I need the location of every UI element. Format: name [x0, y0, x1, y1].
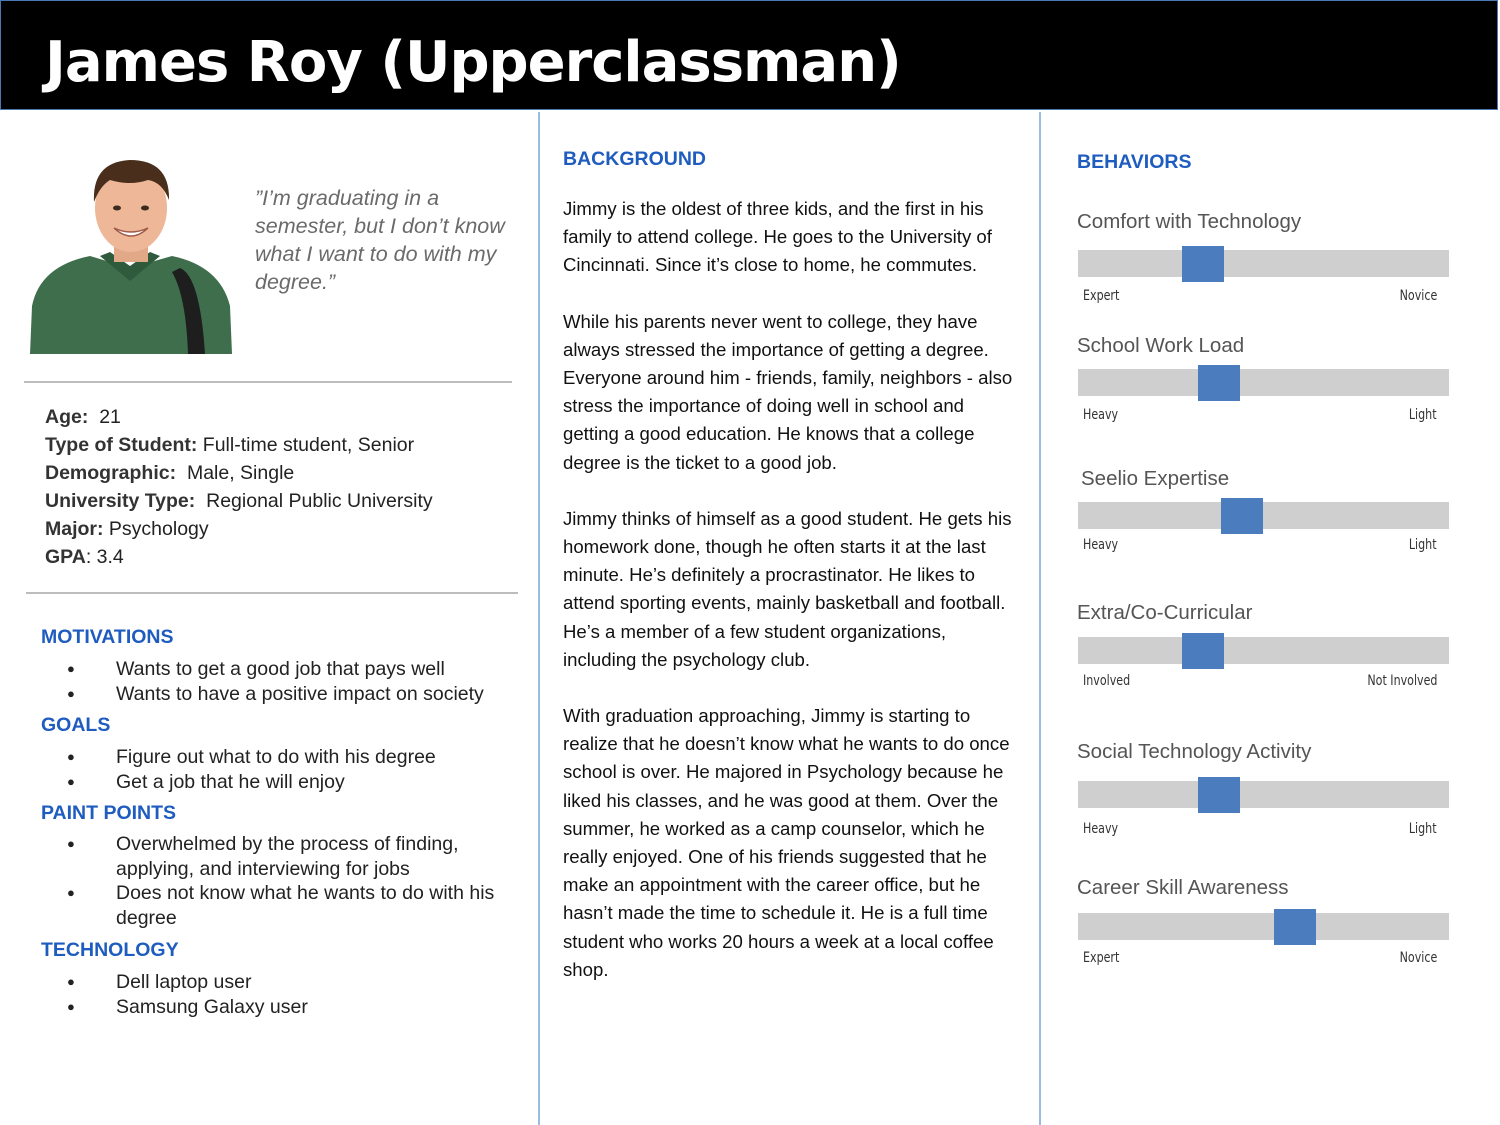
behavior-scale-track — [1078, 498, 1449, 534]
behavior-scale-marker — [1182, 633, 1224, 669]
goals-title: GOALS — [41, 714, 111, 736]
technology-list: Dell laptop user Samsung Galaxy user — [41, 970, 531, 1019]
behavior-label: Social Technology Activity — [1077, 740, 1312, 763]
list-item: Wants to get a good job that pays well — [41, 657, 531, 682]
list-item: Dell laptop user — [41, 970, 531, 995]
page-header: James Roy (Upperclassman) — [0, 0, 1498, 110]
background-paragraph: While his parents never went to college,… — [563, 310, 1013, 473]
list-item: Overwhelmed by the process of finding, a… — [41, 832, 511, 881]
list-item: Does not know what he wants to do with h… — [41, 881, 511, 930]
goals-list: Figure out what to do with his degree Ge… — [41, 745, 531, 794]
fact-gpa: GPA: 3.4 — [45, 546, 124, 568]
behavior-scale-left-label: Expert — [1083, 950, 1120, 966]
behaviors-title: BEHAVIORS — [1077, 151, 1192, 173]
behavior-label: School Work Load — [1077, 334, 1245, 357]
list-item: Get a job that he will enjoy — [41, 770, 531, 795]
behavior-label: Extra/Co-Curricular — [1077, 601, 1253, 624]
fact-major: Major: Psychology — [45, 518, 209, 540]
list-item: Figure out what to do with his degree — [41, 745, 531, 770]
behavior-scale-right-label: Novice — [1399, 950, 1437, 966]
background-paragraph: With graduation approaching, Jimmy is st… — [563, 705, 1010, 980]
behavior-scale-left-label: Expert — [1083, 288, 1120, 304]
behavior-scale-track — [1078, 633, 1449, 669]
behavior-label: Career Skill Awareness — [1077, 876, 1289, 899]
behavior-scale-marker — [1182, 246, 1224, 282]
pain-points-title: PAINT POINTS — [41, 802, 177, 824]
behavior-scale-right-label: Novice — [1399, 288, 1437, 304]
behavior-scale-marker — [1274, 909, 1316, 945]
background-paragraph: Jimmy thinks of himself as a good studen… — [563, 507, 1012, 670]
behavior-scale-left-label: Heavy — [1083, 537, 1119, 553]
divider — [26, 592, 518, 594]
background-title: BACKGROUND — [563, 148, 706, 170]
divider — [24, 381, 512, 383]
fact-demographic: Demographic: Male, Single — [45, 462, 295, 484]
fact-university-type: University Type: Regional Public Univers… — [45, 490, 433, 512]
behavior-scale-right-label: Light — [1409, 537, 1437, 553]
list-item: Samsung Galaxy user — [41, 995, 531, 1020]
behavior-scale-track — [1078, 909, 1449, 945]
behavior-scale-marker — [1198, 365, 1240, 401]
list-item: Wants to have a positive impact on socie… — [41, 682, 531, 707]
background-paragraph: Jimmy is the oldest of three kids, and t… — [563, 198, 992, 276]
column-divider-right — [1039, 112, 1041, 1125]
behavior-scale-right-label: Light — [1409, 407, 1437, 423]
behavior-label: Seelio Expertise — [1081, 467, 1230, 490]
technology-title: TECHNOLOGY — [41, 939, 179, 961]
fact-age: Age: 21 — [45, 406, 121, 428]
background-text: Jimmy is the oldest of three kids, and t… — [563, 195, 1023, 1012]
behavior-scale-left-label: Heavy — [1083, 821, 1119, 837]
behavior-label: Comfort with Technology — [1077, 210, 1302, 233]
behavior-scale-right-label: Not Involved — [1366, 673, 1437, 689]
page-title: James Roy (Upperclassman) — [45, 30, 902, 95]
person-avatar-icon — [30, 156, 232, 354]
behavior-scale-track — [1078, 365, 1449, 401]
persona-facts: Age: 21 Type of Student: Full-time stude… — [45, 403, 433, 571]
persona-photo — [30, 156, 232, 354]
behavior-scale-marker — [1221, 498, 1263, 534]
persona-quote: ”I’m graduating in a semester, but I don… — [255, 186, 505, 294]
behavior-scale-left-label: Involved — [1083, 673, 1131, 689]
column-divider-left — [538, 112, 540, 1125]
motivations-list: Wants to get a good job that pays well W… — [41, 657, 531, 706]
behavior-scale-track — [1078, 246, 1449, 282]
motivations-title: MOTIVATIONS — [41, 626, 174, 648]
fact-student-type: Type of Student: Full-time student, Seni… — [45, 434, 415, 456]
behavior-scale-marker — [1198, 777, 1240, 813]
behavior-scale-left-label: Heavy — [1083, 407, 1119, 423]
behavior-scale-track — [1078, 777, 1449, 813]
behavior-scale-right-label: Light — [1409, 821, 1437, 837]
pain-points-list: Overwhelmed by the process of finding, a… — [41, 832, 511, 930]
